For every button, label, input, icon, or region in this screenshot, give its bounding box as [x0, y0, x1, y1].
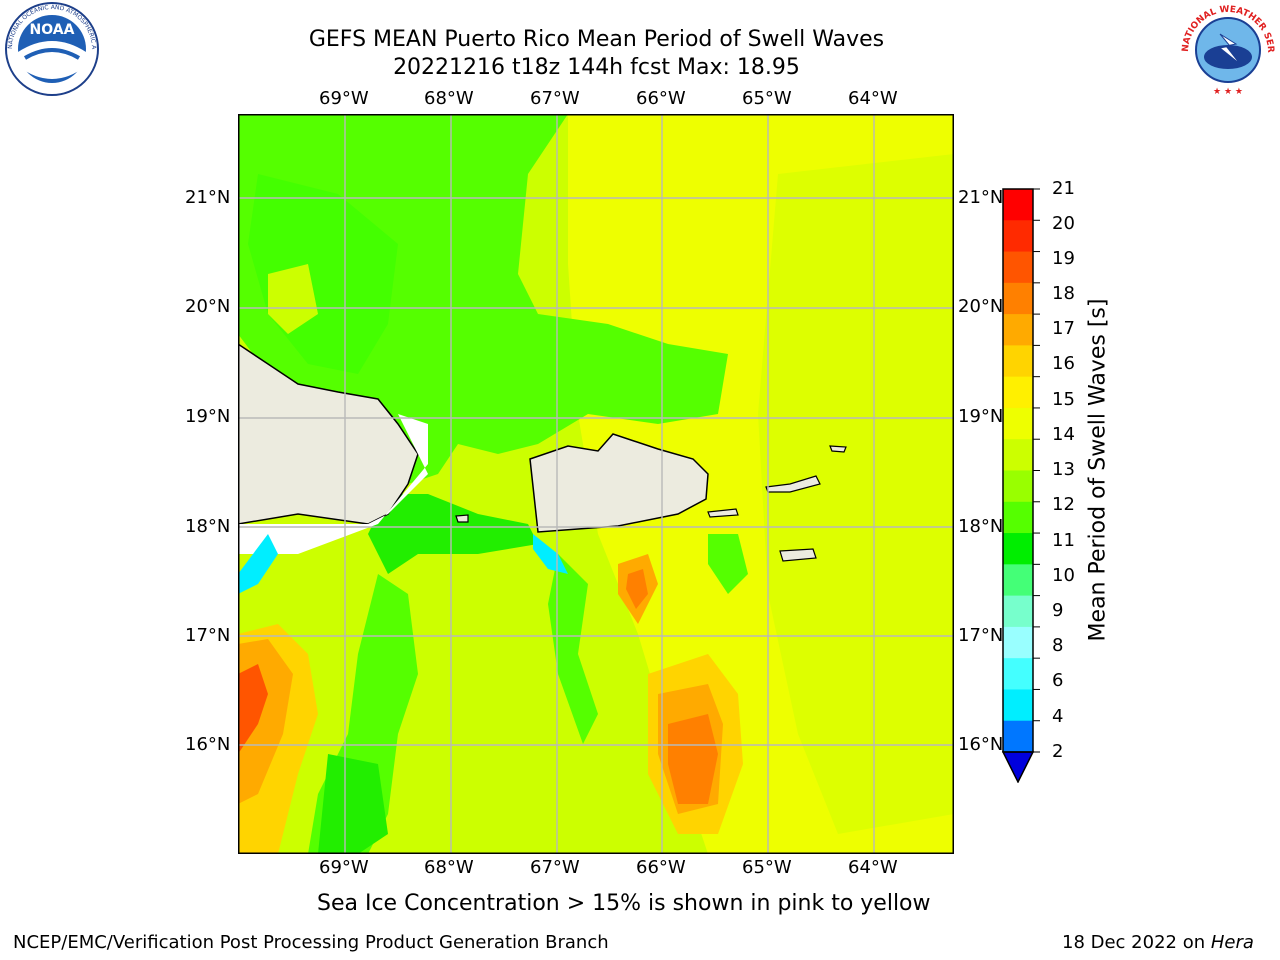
cb-tick-15: 15	[1052, 389, 1075, 410]
cb-tick-20: 20	[1052, 213, 1075, 234]
lat-tick-right-18: 18°N	[958, 516, 1004, 537]
lon-tick-top-67: 67°W	[530, 88, 580, 109]
lon-tick-top-64: 64°W	[848, 88, 898, 109]
st-croix-island	[779, 548, 817, 562]
cb-tick-13: 13	[1052, 459, 1075, 480]
lon-tick-top-66: 66°W	[636, 88, 686, 109]
cb-tick-21: 21	[1052, 178, 1075, 199]
lat-tick-right-19: 19°N	[958, 406, 1004, 427]
field-red-orange-west	[238, 664, 268, 754]
field-dark-green-corridor	[368, 494, 538, 574]
graticule	[238, 114, 954, 854]
field-green-islands	[708, 534, 748, 594]
nws-logo: NATIONAL WEATHER SERVICE ★ ★ ★	[1173, 0, 1280, 100]
colorbar-swatch	[1003, 595, 1033, 628]
lon-tick-top-65: 65°W	[742, 88, 792, 109]
field-yellow-band	[758, 154, 954, 834]
footer-date-text: 18 Dec 2022 on	[1062, 932, 1206, 953]
colorbar-swatch	[1003, 470, 1033, 503]
cb-tick-11: 11	[1052, 530, 1075, 551]
footer-machine: Hera	[1210, 932, 1254, 953]
cb-tick-16: 16	[1052, 353, 1075, 374]
field-green-strip	[548, 554, 598, 744]
lon-tick-bottom-66: 66°W	[636, 857, 686, 878]
colorbar-swatch	[1003, 282, 1033, 315]
field-yellow-pocket	[268, 264, 318, 334]
svg-text:★ ★ ★: ★ ★ ★	[1213, 87, 1243, 97]
field-dark-orange-small	[626, 569, 648, 609]
field-green-nw	[238, 114, 728, 484]
lat-ticks-right: 21°N 20°N 19°N 18°N 17°N 16°N	[958, 185, 1004, 755]
noaa-logo: NOAA NATIONAL OCEANIC AND ATMOSPHERIC AD…	[0, 0, 105, 100]
field-dark-orange-central	[668, 714, 718, 804]
puerto-rico-land	[529, 433, 709, 533]
colorbar-extend-triangle	[1001, 751, 1035, 784]
map-title-line2: 20221216 t18z 144h fcst Max: 18.95	[393, 55, 800, 80]
lat-tick-left-21: 21°N	[185, 187, 231, 208]
colorbar-swatch	[1003, 689, 1033, 722]
colorbar-swatch	[1003, 564, 1033, 597]
map-panel	[237, 113, 955, 855]
lon-tick-bottom-64: 64°W	[848, 857, 898, 878]
anegada-island	[829, 445, 847, 453]
cb-tick-12: 12	[1052, 494, 1075, 515]
lon-tick-bottom-68: 68°W	[424, 857, 474, 878]
colorbar-label-text: Mean Period of Swell Waves [s]	[1085, 298, 1111, 642]
mona-island	[455, 514, 469, 523]
colorbar-swatch	[1003, 439, 1033, 471]
field-cyan-coast-pr	[533, 534, 568, 574]
sea-ice-note: Sea Ice Concentration > 15% is shown in …	[317, 891, 931, 916]
lat-tick-right-16: 16°N	[958, 734, 1004, 755]
cb-tick-18: 18	[1052, 283, 1075, 304]
lon-tick-bottom-67: 67°W	[530, 857, 580, 878]
lon-tick-bottom-69: 69°W	[319, 857, 369, 878]
lon-tick-top-68: 68°W	[424, 88, 474, 109]
colorbar-label: Mean Period of Swell Waves [s]	[1078, 180, 1118, 660]
lat-tick-left-20: 20°N	[185, 296, 231, 317]
colorbar-swatch	[1003, 407, 1033, 440]
colorbar-swatch	[1003, 533, 1033, 565]
colorbar-swatch	[1003, 501, 1033, 534]
field-dark-green-south	[318, 754, 388, 854]
footer-branch: NCEP/EMC/Verification Post Processing Pr…	[13, 932, 609, 953]
vieques-island	[707, 508, 739, 518]
lat-tick-right-17: 17°N	[958, 625, 1004, 646]
hispaniola-mask	[238, 414, 428, 554]
colorbar-swatch	[1003, 251, 1033, 284]
cb-tick-10: 10	[1052, 565, 1075, 586]
colorbar-swatch	[1003, 189, 1033, 221]
colorbar-swatch	[1003, 626, 1033, 659]
colorbar-swatches	[1001, 188, 1040, 784]
field-cyan-coast-west	[238, 534, 278, 594]
cb-tick-6: 6	[1052, 670, 1064, 691]
cb-tick-19: 19	[1052, 248, 1075, 269]
footer-date: 18 Dec 2022 on Hera	[1062, 932, 1254, 953]
colorbar-swatch	[1003, 345, 1033, 378]
cb-tick-2: 2	[1052, 741, 1064, 762]
lat-tick-left-18: 18°N	[185, 516, 231, 537]
colorbar-swatch	[1003, 220, 1033, 253]
colorbar-swatch	[1003, 314, 1033, 346]
cb-tick-4: 4	[1052, 706, 1064, 727]
swell-period-map	[237, 113, 955, 855]
colorbar-ticks: 21 20 19 18 17 16 15 14 13 12 11 10 9 8 …	[1034, 180, 1084, 770]
noaa-logo-text: NOAA	[30, 22, 75, 38]
colorbar-swatch	[1003, 658, 1033, 690]
lon-tick-bottom-65: 65°W	[742, 857, 792, 878]
lat-tick-left-19: 19°N	[185, 406, 231, 427]
cb-tick-8: 8	[1052, 635, 1064, 656]
lat-tick-left-16: 16°N	[185, 734, 231, 755]
lat-tick-right-21: 21°N	[958, 187, 1004, 208]
lon-tick-top-69: 69°W	[319, 88, 369, 109]
lat-tick-right-20: 20°N	[958, 296, 1004, 317]
map-title-line1: GEFS MEAN Puerto Rico Mean Period of Swe…	[308, 27, 885, 52]
colorbar-swatch	[1003, 376, 1033, 409]
cb-tick-9: 9	[1052, 600, 1064, 621]
cb-tick-17: 17	[1052, 318, 1075, 339]
cb-tick-14: 14	[1052, 424, 1075, 445]
colorbar-swatch	[1003, 720, 1033, 753]
map-frame	[237, 113, 955, 855]
lat-tick-left-17: 17°N	[185, 625, 231, 646]
colorbar	[1001, 188, 1040, 784]
